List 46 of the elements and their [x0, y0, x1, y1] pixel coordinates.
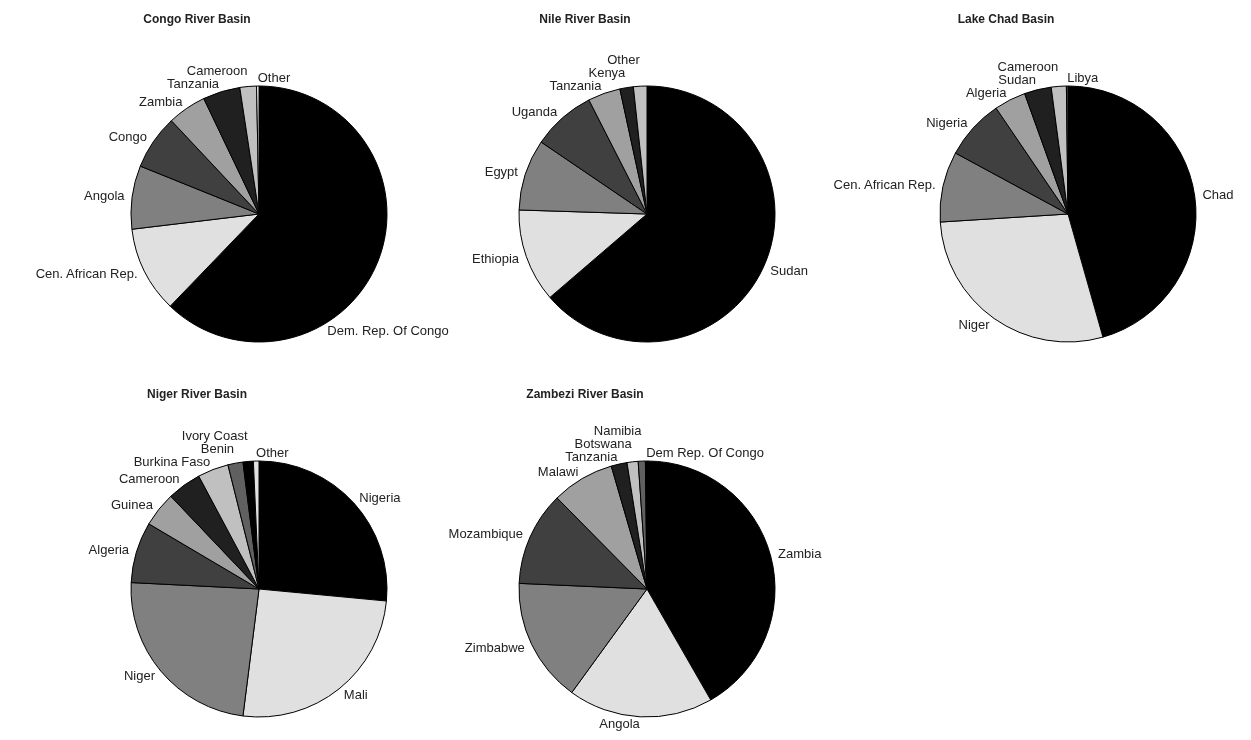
slice-label: Dem. Rep. Of Congo — [327, 323, 449, 339]
chart-title: Lake Chad Basin — [957, 12, 1055, 26]
slice-label: Mali — [343, 686, 368, 702]
slice-label: Tanzania — [167, 76, 220, 92]
slice-label: Other — [256, 445, 290, 461]
slice-label: Dem Rep. Of Congo — [646, 445, 764, 461]
slice-label: Sudan — [770, 262, 808, 278]
slice-label: Malawi — [537, 464, 579, 479]
slice-label: Ethiopia — [472, 251, 520, 267]
slice-label: Zambia — [778, 546, 823, 562]
slice-label: Namibia — [593, 422, 643, 438]
slice-label: Algeria — [88, 541, 130, 557]
slice-label: Angola — [599, 716, 641, 732]
slice-label: Kenya — [588, 65, 627, 81]
slice-label: Cameroon — [997, 59, 1059, 75]
slice-label: Tanzania — [549, 78, 603, 94]
slice-label: Uganda — [511, 104, 559, 120]
slice-label: Algeria — [965, 85, 1008, 101]
slice-label: Mozambique — [448, 525, 523, 541]
slice-label: Congo — [108, 129, 148, 145]
slice-label: Angola — [84, 188, 126, 204]
slice-label: Nigeria — [926, 115, 969, 130]
slice-label: Egypt — [484, 164, 519, 180]
slice-label: Nigeria — [359, 489, 402, 505]
slice-label: Niger — [958, 316, 991, 332]
chart-title: Niger River Basin — [146, 387, 248, 401]
slice-label: Sudan — [998, 72, 1036, 88]
chart-title: Congo River Basin — [143, 12, 251, 26]
slice-label: Burkina Faso — [133, 454, 211, 470]
slice-label: Libya — [1067, 70, 1099, 86]
slice-label: Botswana — [574, 435, 633, 451]
slice-label: Cameroon — [186, 63, 248, 79]
slice-label: Cen. African Rep. — [35, 266, 138, 282]
slice-label: Other — [257, 70, 291, 86]
slice-label: Tanzania — [565, 448, 619, 464]
slice-label: Zambia — [139, 94, 184, 110]
slice-label: Guinea — [110, 496, 154, 512]
chart-title: Nile River Basin — [539, 12, 631, 26]
slice-label: Ivory Coast — [181, 428, 248, 444]
slice-label: Cameroon — [118, 470, 180, 486]
slice-label: Cen. African Rep. — [833, 176, 936, 192]
slice-label: Chad — [1202, 187, 1234, 203]
slice-label: Other — [607, 52, 641, 68]
chart-title: Zambezi River Basin — [526, 387, 644, 401]
slice-label: Niger — [123, 668, 156, 684]
slice-label: Zimbabwe — [464, 639, 525, 655]
